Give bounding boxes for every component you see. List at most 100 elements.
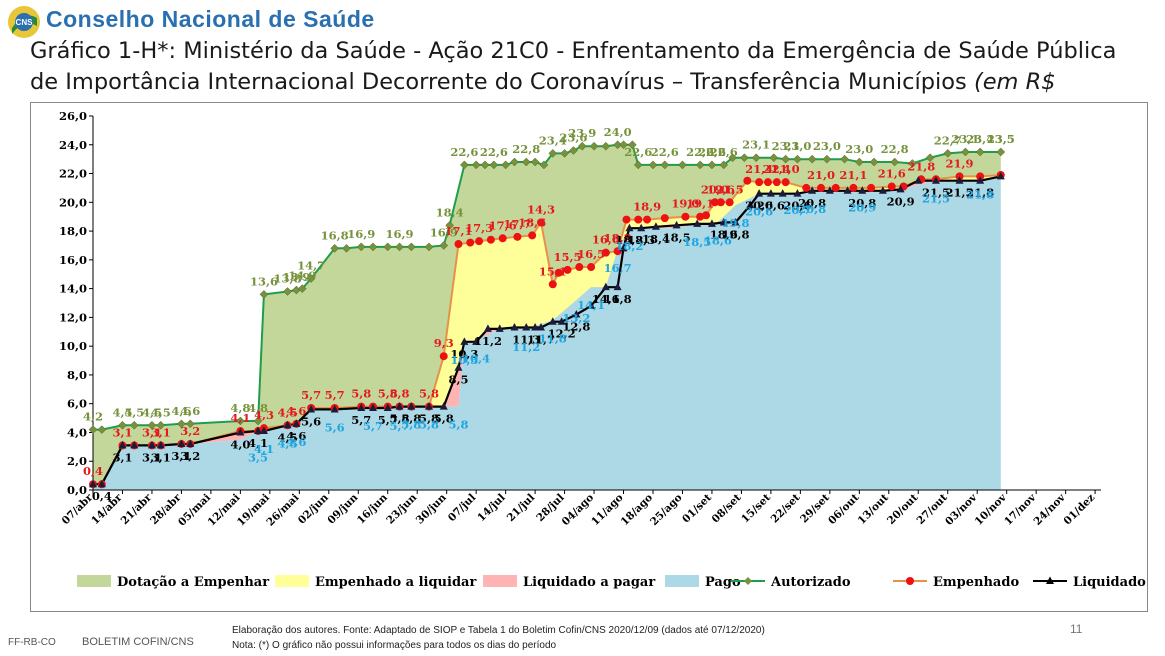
marker-liquidado — [557, 317, 566, 325]
data-label: 3,5 — [248, 451, 268, 465]
marker-autorizado — [424, 242, 434, 252]
data-label: 5,8 — [419, 387, 439, 401]
legend-marker-circle — [906, 577, 914, 585]
marker-liquidado — [693, 219, 702, 227]
legend-box — [71, 570, 1131, 592]
marker-autorizado — [601, 141, 611, 151]
marker-empenhado — [622, 215, 631, 224]
marker-liquidado — [283, 420, 292, 429]
x-tick-label: 24/nov — [1032, 491, 1069, 528]
marker-autorizado — [147, 420, 157, 430]
marker-liquidado — [292, 419, 301, 427]
data-label: 4,6 — [286, 429, 306, 443]
x-tick-label: 14/jul — [475, 492, 507, 524]
data-label: 21,5 — [716, 182, 744, 196]
marker-autorizado — [678, 160, 687, 170]
data-label: 12,8 — [562, 320, 590, 334]
data-label: 4,8 — [248, 401, 268, 415]
marker-liquidado — [130, 440, 139, 449]
data-label: 4,5 — [112, 405, 132, 419]
marker-empenhado — [554, 268, 563, 277]
y-tick-label: 8,0 — [67, 368, 87, 382]
marker-autorizado — [445, 220, 454, 230]
marker-empenhado — [867, 183, 876, 192]
marker-liquidado — [259, 426, 268, 435]
data-label: 4,0 — [230, 437, 250, 451]
marker-liquidado — [914, 176, 923, 184]
marker-liquidado — [522, 322, 531, 331]
data-label: 5,8 — [448, 418, 468, 432]
data-label: 18,4 — [436, 205, 464, 219]
data-label: 4,5 — [278, 436, 298, 450]
data-label: 3,2 — [180, 424, 200, 438]
marker-autorizado — [297, 284, 307, 293]
data-label: 4,1 — [230, 411, 250, 425]
data-label: 18,5 — [663, 230, 691, 244]
marker-autorizado — [925, 153, 935, 163]
data-label: 16,9 — [430, 225, 458, 239]
marker-autorizado — [510, 157, 519, 167]
data-label: 23,1 — [742, 138, 770, 152]
data-label: 5,8 — [434, 412, 454, 426]
data-label: 5,8 — [419, 418, 439, 432]
legend-item: Dotação a Empenhar — [77, 575, 269, 590]
data-label: 22,6 — [450, 145, 478, 159]
footer-bulletin: BOLETIM COFIN/CNS — [82, 636, 194, 648]
chart: 0,02,04,06,08,010,012,014,016,018,020,02… — [59, 109, 1146, 592]
marker-empenhado — [831, 183, 840, 192]
marker-empenhado — [660, 214, 669, 223]
data-label: 22,8 — [512, 142, 540, 156]
data-label: 11,8 — [539, 331, 567, 345]
x-tick-label: 23/jun — [384, 491, 419, 526]
marker-liquidado — [896, 184, 905, 193]
data-label: 19,1 — [686, 197, 714, 211]
legend-item: Liquidado a pagar — [483, 575, 655, 590]
data-label: 20,9 — [887, 194, 915, 208]
data-label: 5,6 — [325, 420, 345, 434]
marker-liquidado — [651, 222, 660, 230]
data-label: 13,8 — [274, 271, 302, 285]
marker-autorizado — [521, 157, 531, 167]
marker-autorizado — [707, 160, 717, 170]
footer-code: FF-RB-CO — [8, 637, 56, 648]
data-label: 11,3 — [512, 332, 540, 346]
legend-item: Empenhado a liquidar — [275, 575, 476, 590]
data-label: 4,5 — [142, 405, 162, 419]
data-label: 5,7 — [325, 388, 345, 402]
x-tick-label: 08/set — [710, 492, 744, 526]
data-label: 4,8 — [230, 401, 250, 415]
data-label: 4,6 — [171, 404, 191, 418]
marker-empenhado — [634, 215, 643, 224]
marker-liquidado — [236, 427, 245, 436]
data-label: 5,6 — [301, 414, 321, 428]
legend: Dotação a Empenhar Empenhado a liquidar Li… — [71, 570, 1146, 592]
marker-liquidado — [955, 176, 964, 184]
marker-autorizado — [356, 242, 366, 252]
data-label: 16,6 — [592, 233, 620, 247]
data-label: 13,2 — [562, 311, 590, 325]
data-label: 21,8 — [966, 186, 994, 200]
data-label: 16,9 — [386, 227, 414, 241]
data-label: 18,6 — [704, 233, 732, 247]
marker-autorizado — [854, 157, 864, 167]
data-label: 23,0 — [783, 139, 811, 153]
logo-text: CNS — [16, 18, 34, 27]
marker-liquidado — [808, 186, 817, 194]
marker-autorizado — [728, 153, 737, 163]
legend-swatch — [275, 575, 309, 587]
legend-label: Liquidado a pagar — [523, 575, 655, 590]
marker-autorizado — [633, 160, 643, 170]
data-label: 12,2 — [548, 327, 576, 341]
x-tick-label: 18/ago — [619, 492, 655, 528]
legend-marker-diamond — [744, 577, 752, 585]
data-label: 11,7 — [527, 332, 555, 346]
cns-logo: CNS — [8, 6, 40, 38]
data-label: 20,9 — [848, 200, 876, 214]
data-label: 10,4 — [462, 351, 490, 365]
y-tick-label: 2,0 — [67, 454, 87, 468]
data-label: 17,1 — [444, 224, 472, 238]
marker-empenhado — [439, 352, 448, 361]
marker-autorizado — [943, 149, 953, 158]
data-label: 23,4 — [966, 132, 994, 146]
data-label: 3,1 — [142, 425, 162, 439]
